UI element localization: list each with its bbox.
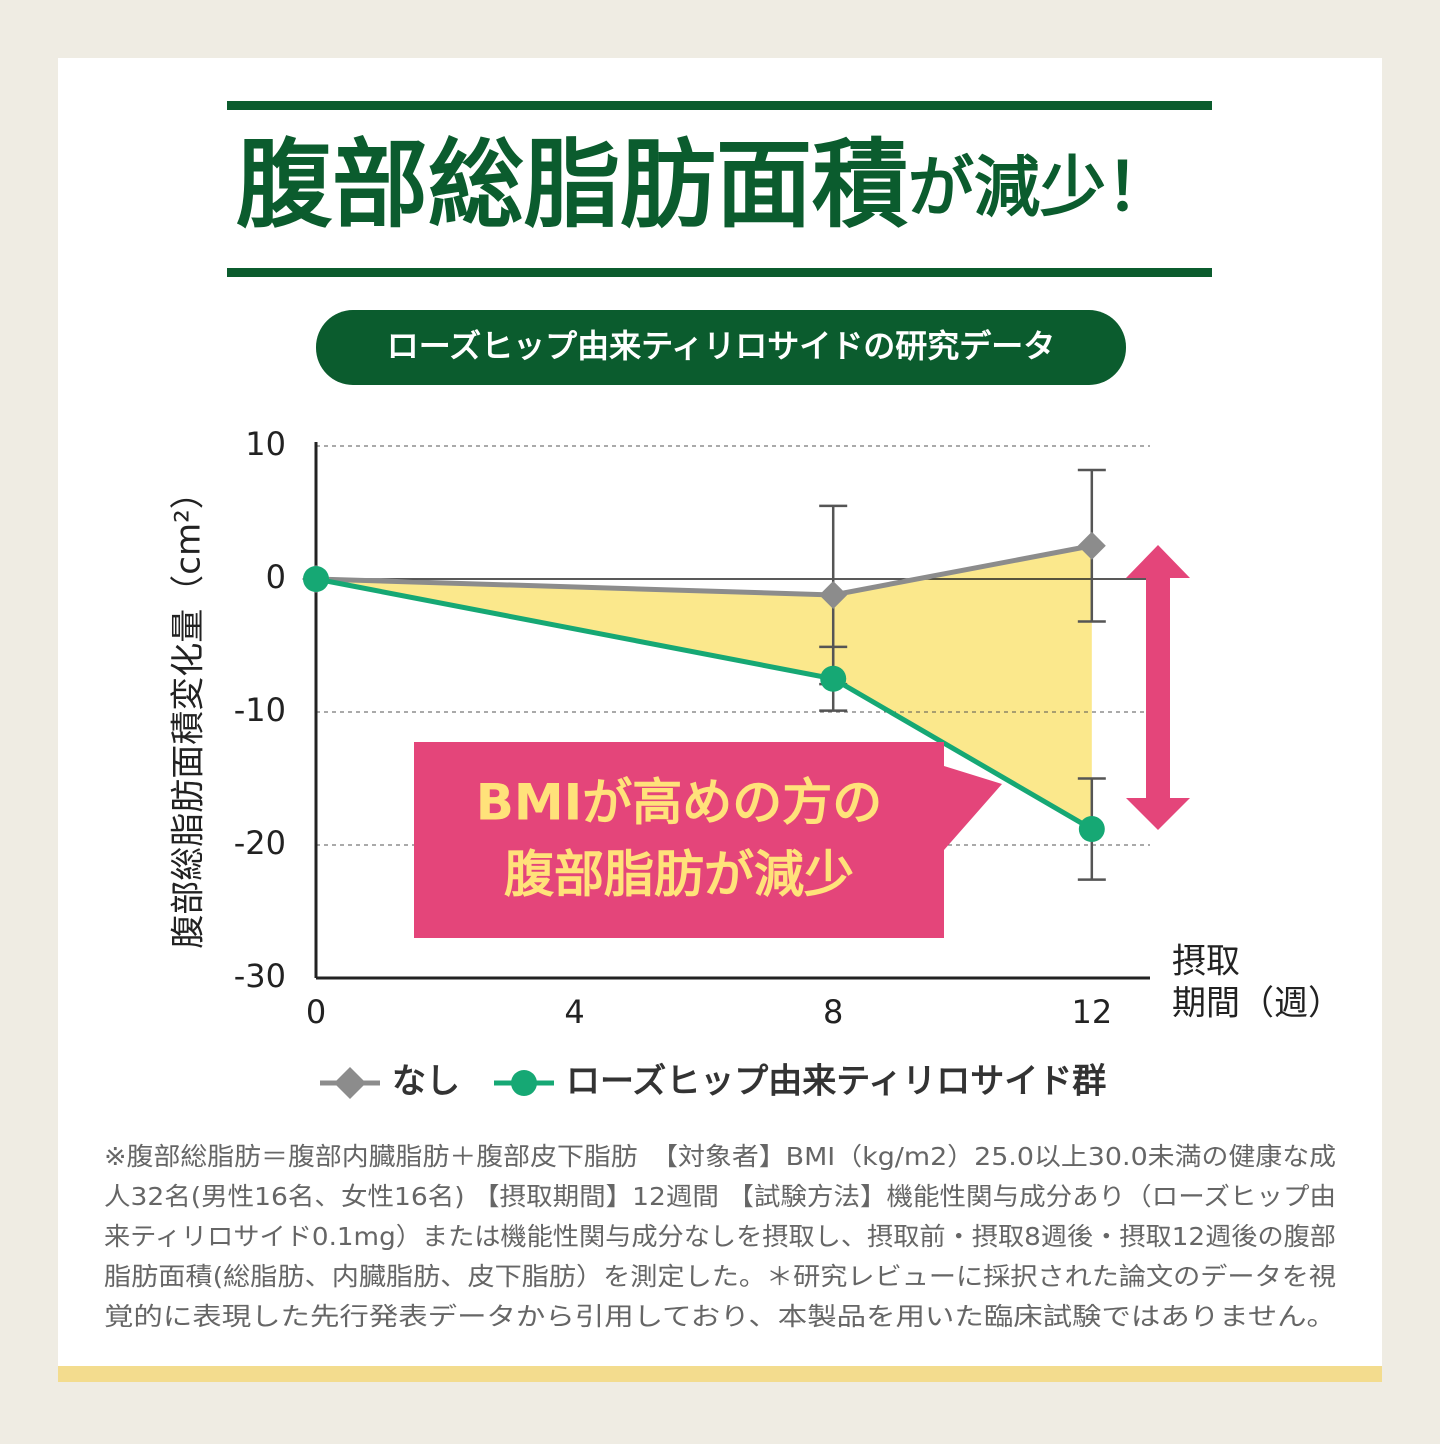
x-axis-label: 期間（週）	[1172, 984, 1342, 1024]
title-tail: が減少！	[908, 149, 1172, 226]
x-tick-label: 4	[564, 993, 584, 1031]
y-axis-label: 腹部総脂肪面積変化量（cm²）	[169, 475, 209, 948]
x-tick-label: 8	[823, 993, 843, 1031]
emphasis-arrow	[1126, 545, 1190, 830]
footnote-line: 来ティリロサイド0.1mg）または機能性関与成分なしを摂取し、摂取前・摂取8週後…	[104, 1222, 1336, 1251]
title-main: 腹部総脂肪面積	[236, 129, 908, 241]
y-tick-label: -10	[234, 691, 286, 729]
point	[303, 566, 329, 592]
point	[819, 580, 848, 609]
footnote-line: 脂肪面積(総脂肪、内臓脂肪、皮下脂肪）を測定した。＊研究レビューに採択された論文…	[104, 1262, 1336, 1291]
title: 腹部総脂肪面積が減少！	[236, 129, 1172, 241]
subtitle: ローズヒップ由来ティリロサイドの研究データ	[387, 327, 1055, 365]
callout-text: 腹部脂肪が減少	[504, 846, 854, 904]
y-tick-label: 10	[245, 425, 286, 463]
x-axis-label: 摂取	[1172, 942, 1240, 982]
footnote-line: 人32名(男性16名、女性16名) 【摂取期間】12週間 【試験方法】機能性関与…	[104, 1182, 1336, 1211]
subtitle-pill	[316, 310, 1126, 385]
x-tick-label: 0	[306, 993, 326, 1031]
footnote-line: ※腹部総脂肪＝腹部内臓脂肪＋腹部皮下脂肪 【対象者】BMI（kg/m2）25.0…	[104, 1142, 1336, 1171]
legend-label: ローズヒップ由来ティリロサイド群	[566, 1062, 1106, 1102]
legend-label: なし	[392, 1062, 460, 1102]
point	[820, 665, 847, 692]
y-tick-label: -30	[234, 957, 286, 995]
legend-marker	[334, 1067, 366, 1099]
y-tick-label: -20	[234, 824, 286, 862]
x-tick-label: 12	[1071, 993, 1112, 1031]
legend-marker	[511, 1070, 537, 1096]
callout-box	[414, 742, 1002, 938]
rule	[227, 268, 1212, 277]
point	[1078, 816, 1105, 843]
y-tick-label: 0	[266, 558, 286, 596]
footnote-line: 覚的に表現した先行発表データから引用しており、本製品を用いた臨床試験ではありませ…	[104, 1302, 1336, 1331]
rule	[227, 101, 1212, 110]
gold-stripe	[58, 1366, 1382, 1382]
callout-text: BMIが高めの方の	[476, 774, 882, 832]
point	[1077, 531, 1106, 560]
difference-area	[316, 545, 1092, 830]
